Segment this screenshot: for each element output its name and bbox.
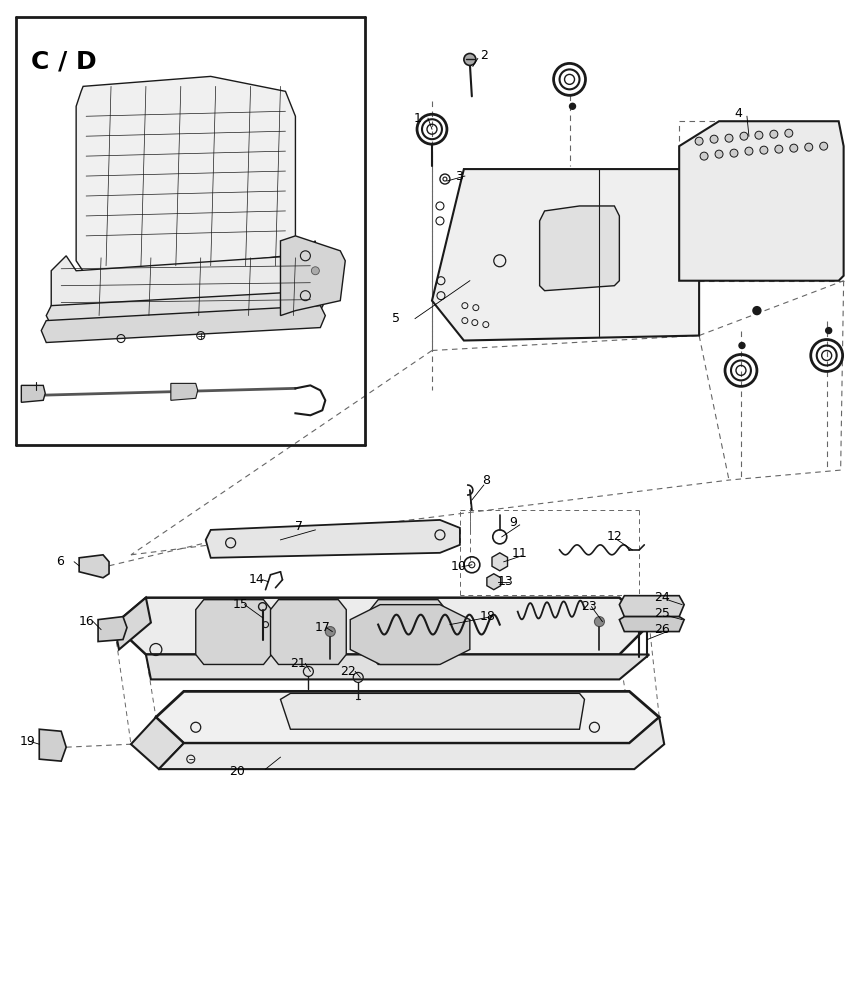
Text: 14: 14 xyxy=(249,573,264,586)
Circle shape xyxy=(760,146,768,154)
Circle shape xyxy=(695,137,703,145)
Polygon shape xyxy=(679,121,843,281)
Circle shape xyxy=(569,103,575,109)
Circle shape xyxy=(715,150,723,158)
Text: 2: 2 xyxy=(480,49,487,62)
Polygon shape xyxy=(280,693,584,729)
Text: C / D: C / D xyxy=(32,49,97,73)
Text: 3: 3 xyxy=(455,170,463,183)
Circle shape xyxy=(463,53,475,65)
Polygon shape xyxy=(171,383,198,400)
Polygon shape xyxy=(205,520,460,558)
Polygon shape xyxy=(39,729,66,761)
Text: 24: 24 xyxy=(654,591,670,604)
Polygon shape xyxy=(114,598,649,654)
Polygon shape xyxy=(539,206,619,291)
Polygon shape xyxy=(79,555,109,578)
Text: 21: 21 xyxy=(291,657,306,670)
Circle shape xyxy=(595,617,604,627)
Polygon shape xyxy=(350,605,469,664)
Polygon shape xyxy=(114,598,151,650)
Polygon shape xyxy=(76,76,296,276)
Polygon shape xyxy=(156,691,659,743)
Circle shape xyxy=(325,627,336,637)
Text: 18: 18 xyxy=(480,610,496,623)
Circle shape xyxy=(790,144,797,152)
Circle shape xyxy=(755,131,763,139)
Circle shape xyxy=(785,129,793,137)
Circle shape xyxy=(700,152,708,160)
Text: 16: 16 xyxy=(79,615,95,628)
Text: 7: 7 xyxy=(296,520,303,533)
Text: 25: 25 xyxy=(654,607,671,620)
Text: 5: 5 xyxy=(392,312,400,325)
Text: 11: 11 xyxy=(512,547,527,560)
Text: 9: 9 xyxy=(509,516,518,529)
Polygon shape xyxy=(619,617,684,632)
Polygon shape xyxy=(146,654,649,679)
Text: 22: 22 xyxy=(340,665,356,678)
Polygon shape xyxy=(41,306,325,343)
Text: 26: 26 xyxy=(654,623,670,636)
Circle shape xyxy=(826,328,832,334)
Circle shape xyxy=(740,132,748,140)
Polygon shape xyxy=(21,385,45,402)
Circle shape xyxy=(753,307,761,315)
Text: 17: 17 xyxy=(314,621,331,634)
Polygon shape xyxy=(196,600,272,664)
Polygon shape xyxy=(270,600,346,664)
Text: 12: 12 xyxy=(607,530,622,543)
Circle shape xyxy=(710,135,718,143)
Polygon shape xyxy=(51,241,315,321)
Text: 4: 4 xyxy=(734,107,742,120)
Polygon shape xyxy=(432,169,699,341)
Text: 10: 10 xyxy=(451,560,467,573)
Polygon shape xyxy=(370,600,446,664)
Text: 1: 1 xyxy=(414,112,422,125)
Circle shape xyxy=(730,149,738,157)
Circle shape xyxy=(311,267,320,275)
Polygon shape xyxy=(46,291,325,326)
Polygon shape xyxy=(619,596,684,617)
Circle shape xyxy=(805,143,813,151)
Text: 6: 6 xyxy=(56,555,64,568)
Polygon shape xyxy=(486,574,501,590)
Text: 15: 15 xyxy=(233,598,249,611)
Polygon shape xyxy=(492,553,508,571)
Circle shape xyxy=(820,142,827,150)
Text: 13: 13 xyxy=(498,575,514,588)
Text: 19: 19 xyxy=(20,735,35,748)
Circle shape xyxy=(725,134,733,142)
Circle shape xyxy=(770,130,778,138)
Polygon shape xyxy=(158,717,665,769)
Polygon shape xyxy=(131,717,184,769)
Text: 20: 20 xyxy=(228,765,245,778)
Circle shape xyxy=(739,343,745,348)
Circle shape xyxy=(774,145,783,153)
Polygon shape xyxy=(280,236,345,316)
Polygon shape xyxy=(98,617,127,642)
Text: 8: 8 xyxy=(482,474,490,487)
Circle shape xyxy=(745,147,753,155)
Text: 23: 23 xyxy=(582,600,597,613)
